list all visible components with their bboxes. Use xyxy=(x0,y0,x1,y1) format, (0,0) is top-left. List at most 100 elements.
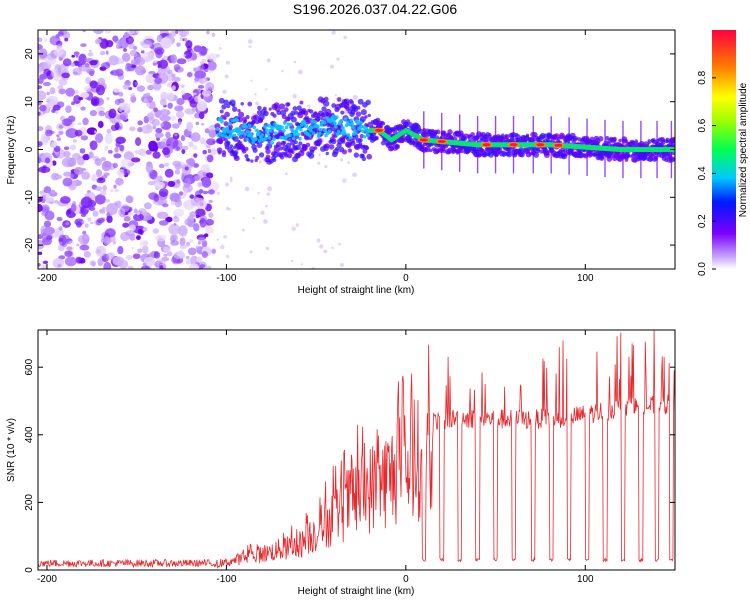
noise-speck xyxy=(307,104,311,108)
band-halo xyxy=(366,153,373,160)
noise-blob xyxy=(132,253,141,260)
band-halo xyxy=(649,157,654,162)
chart-title: S196.2026.037.04.22.G06 xyxy=(293,1,457,17)
x-tick-label: 0 xyxy=(403,574,409,585)
noise-blob xyxy=(179,30,188,38)
noise-blob xyxy=(173,208,185,217)
band-halo xyxy=(284,107,289,112)
band-core xyxy=(304,124,309,128)
noise-blob xyxy=(158,59,169,69)
noise-blob xyxy=(154,132,164,138)
noise-blob xyxy=(130,157,141,163)
band-core xyxy=(299,127,303,132)
band-core xyxy=(235,118,239,123)
noise-blob xyxy=(197,182,202,186)
noise-blob xyxy=(130,93,136,98)
noise-blob xyxy=(69,174,74,180)
noise-blob xyxy=(171,85,176,91)
band-core xyxy=(291,136,296,141)
band-halo xyxy=(291,150,295,154)
noise-blob xyxy=(58,125,64,129)
noise-speck xyxy=(281,69,284,73)
noise-speck xyxy=(284,172,288,176)
noise-blob xyxy=(41,194,47,200)
band-core xyxy=(225,126,230,131)
noise-blob xyxy=(185,40,193,49)
band-core xyxy=(334,124,338,129)
band-halo xyxy=(324,143,330,149)
band-halo xyxy=(335,146,339,151)
noise-blob xyxy=(61,118,73,127)
noise-blob xyxy=(87,52,94,57)
band-halo xyxy=(263,110,269,117)
noise-speck xyxy=(225,206,230,211)
band-core xyxy=(364,126,369,131)
noise-blob xyxy=(66,246,73,251)
noise-blob xyxy=(80,135,89,141)
band-halo xyxy=(244,146,249,151)
band-halo xyxy=(262,106,267,111)
noise-blob xyxy=(44,226,55,235)
noise-blob xyxy=(163,253,168,257)
noise-blob xyxy=(76,221,82,228)
noise-blob xyxy=(195,245,201,251)
band-core xyxy=(215,126,220,131)
noise-blob xyxy=(122,84,131,90)
x-tick-label: -100 xyxy=(216,273,236,284)
band-halo xyxy=(296,105,302,111)
spectrogram-x-label: Height of straight line (km) xyxy=(298,285,415,296)
noise-blob xyxy=(125,195,134,204)
noise-speck xyxy=(266,58,271,63)
band-core xyxy=(272,137,276,141)
noise-blob xyxy=(176,58,187,65)
noise-speck xyxy=(222,89,227,94)
colorbar-tick-label: 0.4 xyxy=(697,166,708,180)
band-halo xyxy=(232,106,238,112)
noise-blob xyxy=(184,166,189,171)
band-peak xyxy=(374,128,383,132)
band-core xyxy=(263,125,267,129)
band-halo xyxy=(362,148,368,154)
band-peak xyxy=(482,143,491,147)
noise-blob xyxy=(112,35,119,42)
noise-blob xyxy=(201,123,204,126)
noise-blob xyxy=(186,72,193,78)
noise-speck xyxy=(343,109,348,115)
noise-speck xyxy=(262,219,268,224)
noise-blob xyxy=(196,101,208,112)
snr-x-label: Height of straight line (km) xyxy=(298,586,415,597)
noise-speck xyxy=(244,186,250,192)
band-halo xyxy=(463,133,469,139)
noise-speck xyxy=(257,191,260,195)
noise-blob xyxy=(102,206,106,210)
noise-blob xyxy=(97,38,102,44)
noise-blob xyxy=(131,58,141,65)
band-core xyxy=(222,130,227,135)
band-halo xyxy=(365,99,371,106)
noise-speck xyxy=(255,101,259,106)
noise-blob xyxy=(106,97,110,101)
noise-blob xyxy=(75,256,83,264)
band-halo xyxy=(247,101,253,107)
noise-blob xyxy=(146,112,154,121)
band-peak xyxy=(437,139,446,144)
band-halo xyxy=(308,109,314,114)
noise-blob xyxy=(86,127,98,135)
noise-blob xyxy=(38,166,51,174)
y-tick-label: 20 xyxy=(24,48,35,60)
noise-blob xyxy=(166,92,175,101)
noise-blob xyxy=(198,189,204,194)
noise-blob xyxy=(56,134,60,138)
noise-blob xyxy=(49,87,56,95)
noise-blob xyxy=(56,216,63,222)
noise-blob xyxy=(93,30,104,35)
band-halo xyxy=(399,137,406,143)
noise-blob xyxy=(51,152,56,156)
x-tick-label: 100 xyxy=(577,574,594,585)
band-core xyxy=(221,127,226,131)
noise-blob xyxy=(162,203,169,208)
noise-blob xyxy=(206,154,214,163)
noise-blob xyxy=(38,90,47,101)
noise-blob xyxy=(57,31,64,37)
noise-speck xyxy=(229,179,233,183)
